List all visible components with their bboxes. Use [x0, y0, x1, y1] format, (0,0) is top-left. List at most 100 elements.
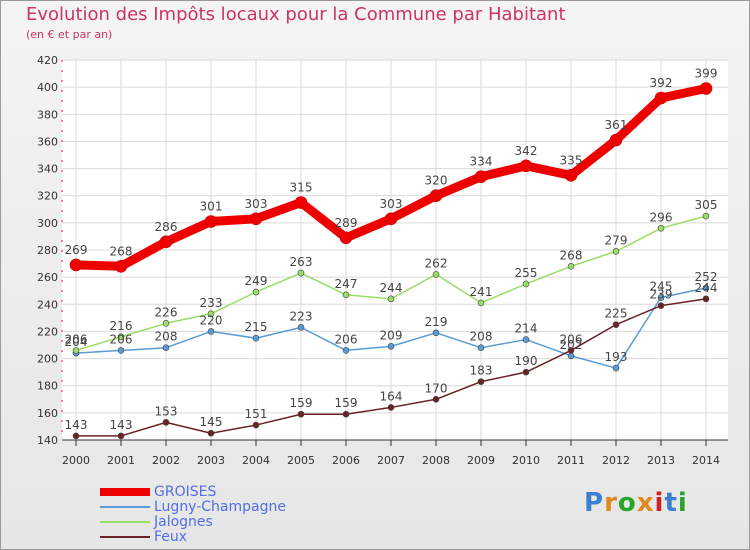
y-tick-label: 300	[37, 217, 58, 230]
data-label-groises: 392	[650, 76, 673, 90]
data-label-jalognes: 244	[380, 281, 403, 295]
x-tick-label: 2009	[467, 454, 495, 467]
legend-item: Feux	[100, 529, 286, 545]
y-tick-label: 340	[37, 163, 58, 176]
data-label-lugny-champagne: 220	[200, 313, 223, 327]
point-feux	[117, 432, 125, 440]
data-label-feux: 170	[425, 381, 448, 395]
y-tick-label: 200	[37, 353, 58, 366]
x-tick-label: 2014	[692, 454, 720, 467]
data-label-feux: 151	[245, 407, 268, 421]
point-jalognes	[522, 280, 530, 288]
point-groises	[159, 235, 173, 249]
chart-subtitle: (en € et par an)	[26, 28, 113, 41]
logo-letter: t	[664, 488, 678, 518]
data-label-feux: 153	[155, 404, 178, 418]
x-tick-label: 2013	[647, 454, 675, 467]
point-lugny-champagne	[702, 284, 710, 292]
x-tick-label: 2012	[602, 454, 630, 467]
y-tick-label: 320	[37, 190, 58, 203]
data-label-feux: 159	[335, 396, 358, 410]
point-jalognes	[612, 248, 620, 255]
y-tick-label: 380	[37, 108, 58, 121]
point-feux	[387, 404, 395, 411]
y-tick-label: 140	[37, 434, 58, 447]
data-label-feux: 239	[650, 288, 673, 302]
point-jalognes	[117, 333, 125, 341]
data-label-lugny-champagne: 206	[110, 332, 133, 346]
point-groises	[519, 159, 533, 173]
point-feux	[162, 419, 170, 426]
data-label-groises: 303	[380, 197, 403, 211]
data-label-groises: 320	[425, 174, 448, 188]
x-tick-label: 2006	[332, 454, 360, 467]
x-tick-label: 2007	[377, 454, 405, 467]
logo-letter: i	[654, 488, 665, 518]
logo-letter: i	[677, 488, 688, 518]
y-tick-label: 360	[37, 135, 58, 148]
data-label-lugny-champagne: 208	[155, 330, 178, 344]
data-label-groises: 268	[110, 244, 133, 258]
point-jalognes	[387, 295, 395, 303]
point-lugny-champagne	[342, 347, 350, 354]
legend-label: Jalognes	[154, 513, 213, 530]
point-lugny-champagne	[117, 347, 125, 354]
point-lugny-champagne	[477, 344, 485, 352]
data-label-jalognes: 241	[470, 285, 493, 299]
x-tick-label: 2008	[422, 454, 450, 467]
data-label-jalognes: 296	[650, 210, 673, 224]
data-label-feux: 143	[110, 418, 133, 432]
point-lugny-champagne	[207, 328, 215, 335]
point-feux	[702, 295, 710, 303]
point-groises	[114, 259, 128, 273]
data-label-groises: 335	[560, 153, 583, 167]
point-groises	[69, 258, 83, 272]
data-label-feux: 183	[470, 364, 493, 378]
data-label-jalognes: 206	[65, 332, 88, 346]
point-groises	[204, 215, 218, 228]
point-lugny-champagne	[612, 364, 620, 372]
data-label-groises: 301	[200, 200, 223, 214]
data-label-lugny-champagne: 209	[380, 328, 403, 342]
data-label-feux: 164	[380, 389, 403, 403]
point-jalognes	[657, 224, 665, 232]
data-label-groises: 289	[335, 216, 358, 230]
legend-item: Lugny-Champagne	[100, 499, 286, 515]
legend-item: GROISES	[100, 484, 286, 500]
x-tick-label: 2000	[62, 454, 90, 467]
data-label-lugny-champagne: 219	[425, 315, 448, 329]
point-jalognes	[297, 269, 305, 277]
point-groises	[429, 189, 443, 203]
point-groises	[564, 169, 578, 182]
legend-swatch	[100, 520, 150, 523]
point-jalognes	[72, 347, 80, 354]
point-jalognes	[477, 299, 485, 307]
y-tick-label: 180	[37, 380, 58, 393]
proxiti-logo: Proxiti	[584, 488, 688, 518]
y-tick-label: 240	[37, 298, 58, 311]
point-feux	[432, 395, 440, 403]
x-tick-label: 2010	[512, 454, 540, 467]
data-label-jalognes: 247	[335, 277, 358, 291]
x-tick-label: 2004	[242, 454, 270, 467]
data-label-lugny-champagne: 215	[245, 320, 268, 334]
point-groises	[339, 231, 353, 245]
point-feux	[72, 432, 80, 440]
y-tick-label: 280	[37, 244, 58, 257]
x-tick-label: 2002	[152, 454, 180, 467]
legend: GROISES Lugny-Champagne Jalognes Feux	[100, 484, 286, 545]
data-label-lugny-champagne: 214	[515, 322, 538, 336]
data-label-groises: 334	[470, 155, 493, 169]
data-label-groises: 269	[65, 243, 88, 257]
point-feux	[612, 321, 620, 328]
data-label-lugny-champagne: 206	[335, 332, 358, 346]
point-feux	[567, 347, 575, 354]
x-tick-label: 2005	[287, 454, 315, 467]
y-tick-label: 400	[37, 81, 58, 94]
data-label-groises: 303	[245, 197, 268, 211]
point-groises	[294, 196, 308, 209]
point-feux	[657, 302, 665, 309]
point-lugny-champagne	[432, 329, 440, 337]
point-feux	[477, 378, 485, 385]
y-tick-label: 420	[37, 54, 58, 67]
